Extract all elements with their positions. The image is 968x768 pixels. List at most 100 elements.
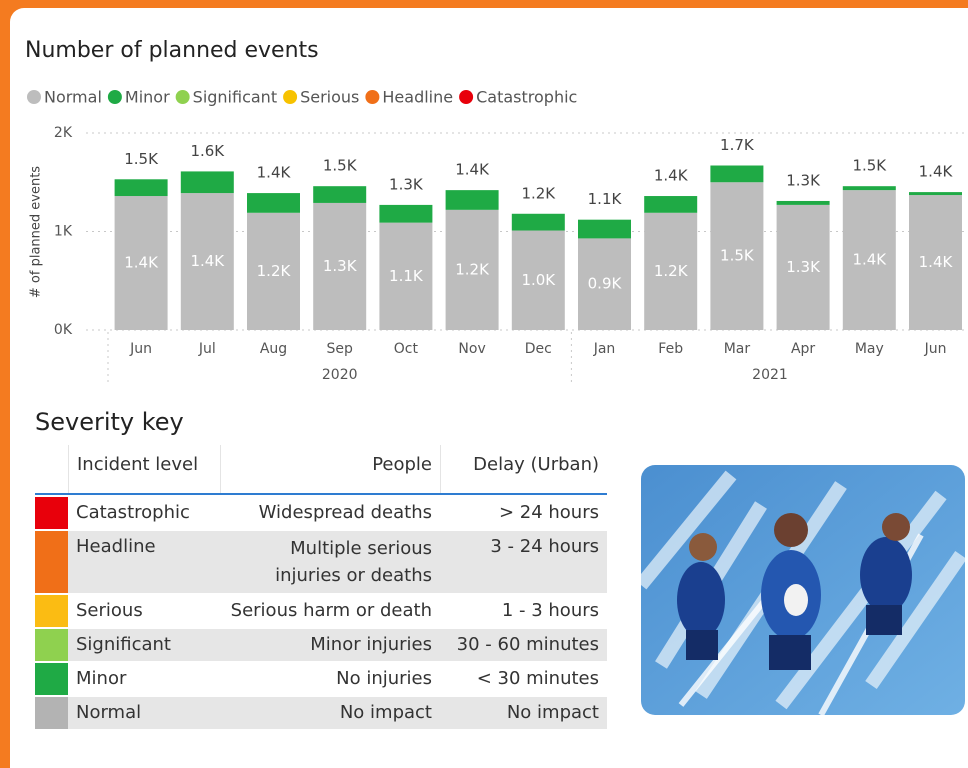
- bar-segment: [644, 212, 698, 330]
- total-label: 1.1K: [588, 190, 623, 208]
- delay-cell: < 30 minutes: [476, 668, 599, 689]
- legend-label: Significant: [193, 88, 277, 107]
- severity-table: Incident level People Delay (Urban) Catastr…: [35, 445, 607, 729]
- segment-label: 1.4K: [190, 252, 225, 270]
- x-tick-label: Feb: [658, 341, 683, 357]
- bar-segment: [445, 190, 499, 210]
- total-label: 1.4K: [455, 161, 490, 179]
- bar-segment: [909, 192, 962, 196]
- bar-segment: [776, 204, 830, 330]
- total-label: 1.3K: [786, 171, 821, 189]
- chart: Number of planned events # of planned ev…: [25, 38, 965, 386]
- segment-label: 1.0K: [521, 271, 556, 289]
- total-label: 1.4K: [257, 164, 292, 182]
- legend-swatch: [27, 90, 41, 104]
- delay-cell: 3 - 24 hours: [490, 536, 599, 557]
- legend-label: Catastrophic: [476, 88, 577, 107]
- severity-swatch: [35, 663, 68, 695]
- x-tick-label: Apr: [791, 341, 815, 357]
- x-tick-label: Jun: [129, 341, 152, 357]
- bar-segment: [180, 193, 234, 330]
- bar-segment: [379, 222, 433, 330]
- legend-label: Minor: [125, 88, 170, 107]
- x-tick-label: Oct: [394, 341, 419, 357]
- bar-segment: [842, 190, 896, 330]
- x-group-label: 2020: [322, 367, 358, 383]
- table-row: Significant Minor injuries 30 - 60 minutes: [35, 627, 607, 661]
- total-label: 1.6K: [190, 142, 225, 160]
- delay-cell: > 24 hours: [498, 502, 599, 523]
- segment-label: 1.3K: [786, 258, 821, 276]
- legend-swatch: [459, 90, 474, 104]
- bar-segment: [578, 219, 631, 239]
- legend-swatch: [175, 90, 190, 104]
- x-tick-label: Aug: [260, 341, 287, 357]
- segment-label: 1.4K: [919, 253, 954, 271]
- header-swatch: [35, 445, 68, 493]
- segment-label: 1.3K: [323, 257, 358, 275]
- x-tick-label: Jul: [198, 341, 216, 357]
- y-axis-label: # of planned events: [29, 166, 44, 298]
- people-cell: Serious harm or death: [230, 600, 432, 621]
- bar-segment: [842, 186, 896, 191]
- level-cell: Serious: [76, 600, 143, 621]
- segment-label: 1.1K: [389, 267, 424, 285]
- x-tick-label: Dec: [525, 341, 552, 357]
- table-row: Catastrophic Widespread deaths > 24 hours: [35, 495, 607, 529]
- level-cell: Catastrophic: [76, 502, 190, 523]
- severity-title: Severity key: [35, 408, 184, 436]
- level-cell: Minor: [76, 668, 127, 689]
- level-cell: Headline: [76, 536, 156, 557]
- bar-segment: [379, 204, 433, 223]
- delay-cell: 1 - 3 hours: [501, 600, 599, 621]
- total-label: 1.2K: [521, 184, 556, 202]
- severity-swatch: [35, 697, 68, 729]
- bar-segment: [313, 186, 367, 203]
- total-label: 1.5K: [323, 157, 358, 175]
- header-cell: Delay (Urban): [440, 445, 607, 493]
- bar-segment: [710, 165, 764, 183]
- x-tick-label: May: [855, 341, 884, 357]
- bar-segment: [909, 195, 962, 330]
- legend-swatch: [107, 90, 122, 104]
- total-label: 1.4K: [654, 167, 689, 185]
- legend-swatch: [283, 90, 298, 104]
- bar-segment: [511, 213, 565, 231]
- y-tick-label: 2K: [54, 125, 73, 141]
- y-tick-label: 0K: [54, 322, 73, 338]
- x-tick-label: Jan: [593, 341, 616, 357]
- bar-segment: [710, 182, 764, 330]
- total-label: 1.4K: [919, 163, 954, 181]
- segment-label: 1.5K: [720, 247, 755, 265]
- bar-segment: [644, 196, 698, 213]
- chart-title: Number of planned events: [25, 38, 319, 63]
- severity-swatch: [35, 629, 68, 661]
- bar-segment: [114, 196, 168, 330]
- photo: [641, 465, 965, 715]
- y-tick-label: 1K: [54, 224, 73, 240]
- total-label: 1.7K: [720, 136, 755, 154]
- legend-label: Serious: [300, 88, 359, 107]
- segment-label: 1.4K: [852, 251, 887, 269]
- header-cell: Incident level: [68, 445, 220, 493]
- bar-segment: [313, 202, 367, 330]
- people-cell: Widespread deaths: [258, 502, 432, 523]
- legend-label: Headline: [382, 88, 453, 107]
- header-cell: People: [220, 445, 440, 493]
- bar-segment: [247, 212, 300, 330]
- segment-label: 1.2K: [257, 262, 292, 280]
- bar-segment: [445, 209, 499, 330]
- total-label: 1.3K: [389, 175, 424, 193]
- severity-swatch: [35, 595, 68, 627]
- segment-label: 0.9K: [588, 275, 623, 293]
- x-group-label: 2021: [752, 367, 788, 383]
- table-row: Headline Multiple serious injuries or dea…: [35, 529, 607, 593]
- people-cell: Multiple serious injuries or deaths: [275, 538, 432, 586]
- x-tick-label: Mar: [724, 341, 751, 357]
- people-cell: Minor injuries: [310, 634, 432, 655]
- people-cell: No impact: [339, 702, 432, 723]
- level-cell: Normal: [76, 702, 142, 723]
- bar-segment: [114, 179, 168, 197]
- people-cell: No injuries: [336, 668, 432, 689]
